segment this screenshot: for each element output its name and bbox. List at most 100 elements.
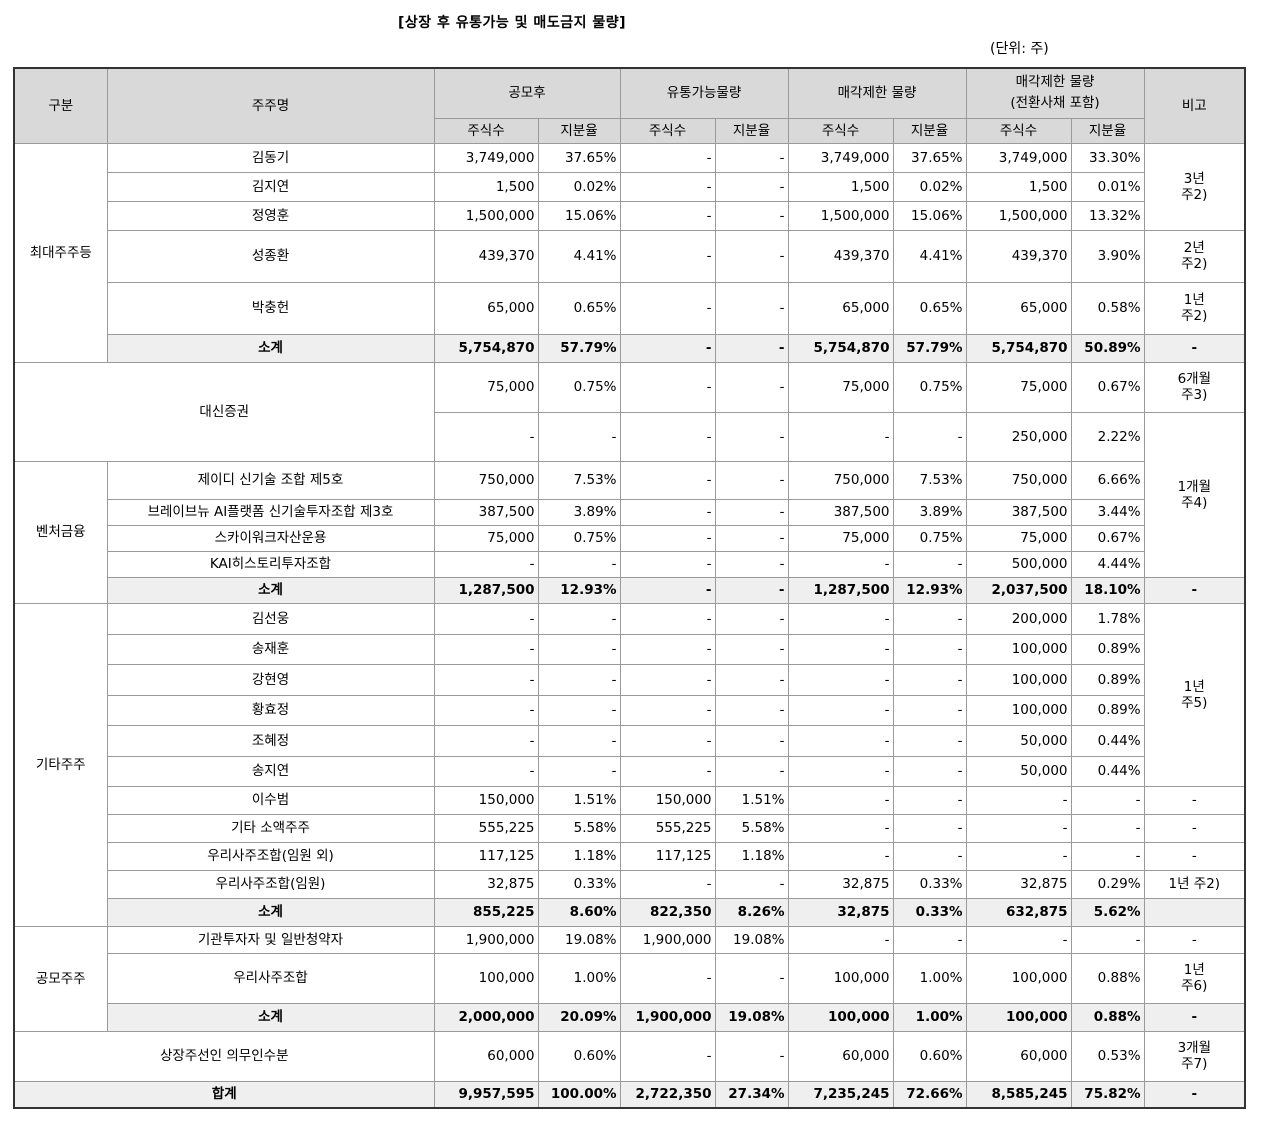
restricted-conv-ratio-cell: 3.90% xyxy=(1070,229,1145,283)
restricted-conv-shares-cell: 500,000 xyxy=(965,550,1072,578)
restricted-conv-ratio-cell: 2.22% xyxy=(1070,411,1145,462)
tradable-shares-cell: - xyxy=(619,724,716,757)
table-row: 성종환 439,370 4.41% -- 439,370 4.41% 439,370… xyxy=(14,229,1246,283)
post-ipo-ratio-cell: 1.51% xyxy=(537,785,621,815)
restricted-conv-shares-cell: 750,000 xyxy=(965,460,1072,500)
restricted-ratio-cell: - xyxy=(892,633,967,665)
group-daishin: 대신증권 xyxy=(13,361,435,462)
tradable-shares-cell: - xyxy=(619,576,716,604)
post-ipo-shares-cell: 1,500 xyxy=(433,171,539,202)
tradable-ratio-cell: - xyxy=(714,524,789,552)
restricted-shares-cell: 32,875 xyxy=(787,897,894,927)
subtotal-label: 소계 xyxy=(106,897,435,927)
post-ipo-ratio-cell: 19.08% xyxy=(537,925,621,954)
table-row: 기타주주 김선웅 -- -- -- 200,000 1.78% 1년 주5) xyxy=(13,602,1246,927)
restricted-ratio-cell: - xyxy=(892,813,967,843)
table-row: 황효정 -- -- -- 100,000 0.89% xyxy=(14,694,1245,726)
post-ipo-ratio-cell: 100.00% xyxy=(537,1080,621,1109)
restricted-conv-shares-cell: 75,000 xyxy=(965,524,1072,552)
header-tradable: 유통가능물량 xyxy=(619,67,789,119)
table-row: 김지연 1,500 0.02% -- 1,500 0.02% 1,500 0.01% xyxy=(14,171,1245,202)
tradable-shares-cell: - xyxy=(619,229,716,283)
post-ipo-shares-cell: 150,000 xyxy=(433,785,539,815)
tradable-shares-cell: 150,000 xyxy=(619,785,716,815)
restricted-conv-shares-cell: 32,875 xyxy=(965,869,1072,899)
restricted-shares-cell: - xyxy=(787,550,894,578)
restricted-conv-ratio-cell: - xyxy=(1070,841,1145,871)
header-restricted-conv-line2: (전환사채 포함) xyxy=(1010,95,1100,112)
table-row: 송재훈 -- -- -- 100,000 0.89% xyxy=(14,633,1245,665)
tradable-shares-cell: - xyxy=(619,361,716,413)
tradable-ratio-cell: - xyxy=(714,755,789,787)
restricted-conv-shares-cell: 65,000 xyxy=(965,281,1072,335)
tradable-shares-cell: - xyxy=(619,952,716,1004)
restricted-conv-shares-cell: 100,000 xyxy=(965,1002,1072,1032)
holder-name: 우리사주조합(임원) xyxy=(106,869,435,899)
restricted-shares-cell: 750,000 xyxy=(787,460,894,500)
restricted-conv-shares-cell: - xyxy=(965,785,1072,815)
table-row: 우리사주조합(임원 외) 117,125 1.18% 117,125 1.18% -… xyxy=(14,841,1246,871)
table-row: 우리사주조합(임원) 32,875 0.33% -- 32,875 0.33% 32… xyxy=(14,869,1246,899)
restricted-ratio-cell: 1.00% xyxy=(892,952,967,1004)
restricted-conv-ratio-cell: 1.78% xyxy=(1070,602,1145,635)
group-others: 기타주주 xyxy=(13,602,108,927)
restricted-shares-cell: 32,875 xyxy=(787,869,894,899)
tradable-ratio-cell: - xyxy=(714,460,789,500)
restricted-ratio-cell: 0.60% xyxy=(892,1030,967,1082)
tradable-shares-cell: 117,125 xyxy=(619,841,716,871)
header-post-ipo: 공모후 xyxy=(433,67,621,119)
note-period: 2년 xyxy=(1183,240,1205,256)
post-ipo-ratio-cell: 12.93% xyxy=(537,576,621,604)
subtotal-label: 소계 xyxy=(106,576,435,604)
restricted-conv-shares-cell: 8,585,245 xyxy=(965,1080,1072,1109)
restricted-ratio-cell: - xyxy=(892,550,967,578)
restricted-ratio-cell: 0.65% xyxy=(892,281,967,335)
restricted-ratio-cell: - xyxy=(892,602,967,635)
remark-cell: 3개월 주7) xyxy=(1143,1030,1246,1082)
group-venture: 벤처금융 xyxy=(13,460,108,604)
restricted-conv-ratio-cell: 33.30% xyxy=(1070,142,1145,173)
table-row: 대신증권 75,000 0.75% -- 75,000 0.75% 75,000 0.… xyxy=(13,361,1246,462)
restricted-shares-cell: 1,287,500 xyxy=(787,576,894,604)
note-period: 3개월 xyxy=(1177,1040,1211,1056)
table-title: [상장 후 유통가능 및 매도금지 물량] xyxy=(398,15,626,31)
tradable-ratio-cell: 27.34% xyxy=(714,1080,789,1109)
restricted-shares-cell: - xyxy=(787,755,894,787)
post-ipo-shares-cell: 1,287,500 xyxy=(433,576,539,604)
remark-cell: - xyxy=(1143,333,1246,363)
total-row: 합계 9,957,595 100.00% 2,722,350 27.34% 7,23… xyxy=(13,1080,1246,1109)
table-row: 벤처금융 제이디 신기술 조합 제5호 750,000 7.53% -- 750,… xyxy=(13,460,1245,604)
tradable-ratio-cell: - xyxy=(714,633,789,665)
tradable-shares-cell: - xyxy=(619,755,716,787)
restricted-conv-ratio-cell: 0.67% xyxy=(1070,524,1145,552)
note-ref: 주7) xyxy=(1181,1056,1208,1072)
tradable-shares-cell: - xyxy=(619,460,716,500)
holder-name: 브레이브뉴 AI플랫폼 신기술투자조합 제3호 xyxy=(106,498,435,526)
restricted-conv-ratio-cell: 0.88% xyxy=(1070,952,1145,1004)
header-shares: 주식수 xyxy=(787,117,894,144)
restricted-shares-cell: 3,749,000 xyxy=(787,142,894,173)
remark-cell: - xyxy=(1143,813,1246,843)
note-ref: 주2) xyxy=(1181,308,1208,324)
restricted-ratio-cell: 72.66% xyxy=(892,1080,967,1109)
tradable-shares-cell: - xyxy=(619,281,716,335)
post-ipo-ratio-cell: 8.60% xyxy=(537,897,621,927)
table-row: 스카이워크자산운용 75,000 0.75% -- 75,000 0.75% 75,… xyxy=(14,524,1245,552)
restricted-conv-shares-cell: 50,000 xyxy=(965,724,1072,757)
note-period: 6개월 xyxy=(1177,371,1211,387)
remark-cell: - xyxy=(1143,841,1246,871)
restricted-conv-ratio-cell: 4.44% xyxy=(1070,550,1145,578)
restricted-conv-shares-cell: 50,000 xyxy=(965,755,1072,787)
post-ipo-shares-cell: 60,000 xyxy=(433,1030,539,1082)
restricted-shares-cell: - xyxy=(787,785,894,815)
tradable-ratio-cell: - xyxy=(714,576,789,604)
tradable-ratio-cell: 8.26% xyxy=(714,897,789,927)
tradable-shares-cell: - xyxy=(619,333,716,363)
holder-name: 김지연 xyxy=(106,171,435,202)
header-category: 구분 xyxy=(13,67,108,144)
post-ipo-ratio-cell: - xyxy=(537,755,621,787)
restricted-shares-cell: - xyxy=(787,694,894,726)
post-ipo-ratio-cell: 0.65% xyxy=(537,281,621,335)
post-ipo-ratio-cell: - xyxy=(537,550,621,578)
restricted-ratio-cell: - xyxy=(892,724,967,757)
